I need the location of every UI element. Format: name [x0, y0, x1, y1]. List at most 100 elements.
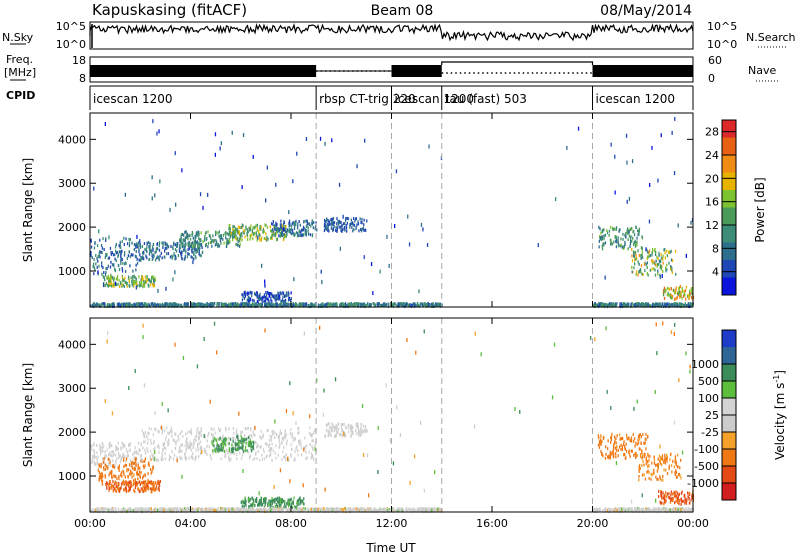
power-colorbar-step-5 [722, 190, 736, 208]
power-colorbar-step-4 [722, 207, 736, 225]
power-y-axis: 1000 2000 3000 4000 [58, 133, 693, 278]
velocity-colorbar-label-7: 1000 [691, 358, 719, 371]
freq-block-2 [592, 65, 693, 77]
power-mode-lines [315, 113, 593, 307]
freq-block-1 [391, 65, 442, 77]
velocity-colorbar-step-4 [722, 415, 736, 432]
velocity-colorbar-label-0: -1000 [687, 477, 719, 490]
velocity-colorbar-label-6: 500 [698, 375, 719, 388]
freq-top-tick: 18 [72, 54, 86, 67]
date-title: 08/May/2014 [600, 3, 692, 19]
velocity-colorbar: -1000 -500 -100 -25 25 100 500 1000 [687, 329, 737, 501]
power-colorbar-label-0: 4 [712, 266, 719, 279]
velocity-echoes [90, 321, 695, 514]
power-colorbar-label-3: 16 [705, 196, 719, 209]
cpid-segment-label-0: icescan 1200 [93, 92, 172, 106]
power-colorbar-label-2: 12 [705, 219, 719, 232]
freq-step-2 [441, 61, 594, 65]
velocity-colorbar-label-3: -25 [701, 426, 719, 439]
velocity-colorbar-step-2 [722, 449, 736, 466]
x-axis-label: Time UT [365, 541, 416, 554]
velocity-colorbar-step-8 [722, 347, 736, 364]
power-y-label: Slant Range [km] [21, 158, 35, 262]
station-title: Kapuskasing (fitACF) [92, 1, 247, 19]
velocity-y-axis: 1000 2000 3000 4000 [58, 338, 693, 483]
power-colorbar: 4 8 12 16 20 24 28 [705, 119, 737, 296]
velocity-colorbar-label-2: -100 [694, 443, 719, 456]
beam-title: Beam 08 [371, 3, 434, 19]
cpid-segment-label-2: icescan 1200 [395, 92, 474, 106]
freq-bottom-tick: 8 [79, 72, 86, 85]
power-colorbar-label-6: 28 [705, 126, 719, 139]
y-tick-label-2: 3000 [58, 382, 86, 395]
x-tick-label-1: 04:00 [175, 517, 207, 530]
power-colorbar-label-1: 8 [712, 242, 719, 255]
velocity-panel: 1000 2000 3000 4000 00:00 04:00 08:00 12:00 16:… [21, 317, 787, 554]
nave-bottom-tick: 0 [708, 72, 715, 85]
power-colorbar-label-4: 20 [705, 172, 719, 185]
velocity-colorbar-step-6 [722, 381, 736, 398]
velocity-colorbar-step-3 [722, 432, 736, 449]
y-tick-label-2: 3000 [58, 177, 86, 190]
y-tick-label-3: 4000 [58, 338, 86, 351]
nsky-panel: N.Sky 10^5 10^0 10^5 10^0 N.Search [2, 20, 796, 51]
cpid-label: CPID [6, 89, 35, 102]
power-colorbar-step-6 [722, 172, 736, 190]
velocity-y-label: Slant Range [km] [21, 363, 35, 467]
velocity-colorbar-label-1: -500 [694, 460, 719, 473]
velocity-colorbar-step-9 [722, 330, 736, 347]
power-colorbar-step-2 [722, 242, 736, 260]
cpid-segment-label-4: icescan 1200 [596, 92, 675, 106]
power-panel: 1000 2000 3000 4000 Slant Range [km] 4 8 12 16… [21, 112, 767, 309]
nsky-trace [89, 23, 694, 48]
nsky-label: N.Sky [2, 31, 34, 44]
nave-top-tick: 60 [708, 54, 722, 67]
velocity-x-ticks: 00:00 04:00 08:00 12:00 16:00 20:00 00:00 [74, 318, 709, 530]
x-tick-label-3: 12:00 [376, 517, 408, 530]
cpid-panel: CPID icescan 1200 rbsp CT-trig 220icescan… [6, 85, 694, 110]
y-tick-label-3: 4000 [58, 133, 86, 146]
power-colorbar-step-8 [722, 137, 736, 155]
velocity-colorbar-step-0 [722, 483, 736, 500]
power-echoes [90, 116, 695, 309]
x-tick-label-5: 20:00 [577, 517, 609, 530]
freq-panel: Freq. [MHz] 18 8 60 0 Nave [4, 53, 778, 85]
nsearch-label: N.Search [746, 31, 796, 44]
freq-label: Freq. [6, 53, 33, 66]
nsearch-top-tick: 10^5 [707, 20, 737, 33]
power-colorbar-step-1 [722, 260, 736, 278]
x-tick-label-6: 00:00 [677, 517, 709, 530]
power-colorbar-step-7 [722, 155, 736, 173]
x-tick-label-2: 08:00 [275, 517, 307, 530]
y-tick-label-1: 2000 [58, 221, 86, 234]
velocity-colorbar-step-1 [722, 466, 736, 483]
nsky-bottom-tick: 10^0 [56, 38, 86, 51]
power-colorbar-label: Power [dB] [753, 177, 767, 242]
y-tick-label-0: 1000 [58, 265, 86, 278]
nsky-top-tick: 10^5 [56, 20, 86, 33]
freq-trace [90, 61, 693, 77]
velocity-colorbar-label-5: 100 [698, 392, 719, 405]
power-colorbar-step-3 [722, 225, 736, 243]
nave-label: Nave [748, 64, 776, 77]
power-colorbar-label-5: 24 [705, 149, 719, 162]
nsearch-bottom-tick: 10^0 [707, 38, 737, 51]
freq-block-0 [90, 65, 317, 77]
freq-unit-label: [MHz] [4, 66, 36, 79]
power-x-ticks [89, 113, 694, 307]
velocity-colorbar-step-5 [722, 398, 736, 415]
power-colorbar-step-9 [722, 120, 736, 138]
velocity-mode-lines [315, 318, 593, 512]
nsky-line [89, 23, 694, 42]
power-colorbar-step-0 [722, 277, 736, 295]
velocity-colorbar-step-7 [722, 364, 736, 381]
velocity-colorbar-label-4: 25 [705, 409, 719, 422]
y-tick-label-1: 2000 [58, 426, 86, 439]
power-colorbar-frame [721, 119, 737, 296]
x-tick-label-4: 16:00 [476, 517, 508, 530]
x-tick-label-0: 00:00 [74, 517, 106, 530]
y-tick-label-0: 1000 [58, 470, 86, 483]
velocity-colorbar-label: Velocity [m s-1] [772, 370, 787, 460]
